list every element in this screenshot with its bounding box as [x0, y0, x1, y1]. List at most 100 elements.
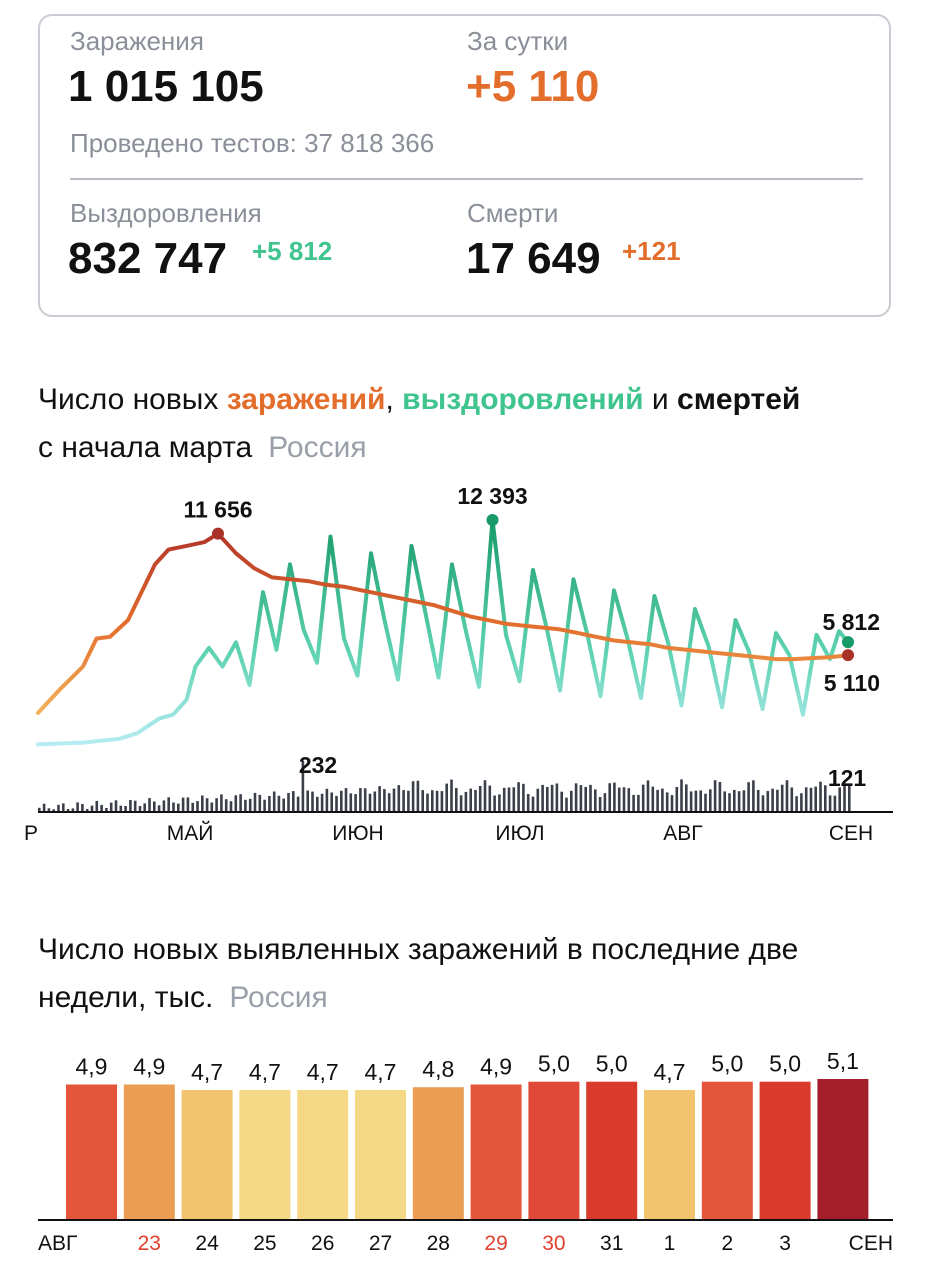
deaths-bar — [699, 790, 702, 811]
deaths-bar — [742, 790, 746, 811]
bar-value-label: 4,9 — [133, 1054, 165, 1080]
deaths-bar — [531, 796, 535, 811]
deaths-bar — [689, 791, 693, 811]
bar-value-label: 4,7 — [654, 1059, 686, 1085]
deaths-delta: +121 — [622, 236, 681, 266]
deaths-bar — [800, 793, 803, 811]
deaths-bar — [109, 802, 113, 811]
bar — [586, 1081, 638, 1219]
deaths-bar — [747, 782, 750, 811]
title-line2: с начала марта — [38, 431, 253, 464]
title-deaths: смертей — [677, 383, 801, 416]
deaths-bar — [522, 783, 525, 811]
title-prefix: Число новых — [38, 383, 227, 416]
deaths-bar — [90, 805, 94, 811]
deaths-bar — [646, 780, 650, 811]
deaths-bar — [550, 784, 554, 811]
x-tick-label: Р — [24, 822, 38, 845]
title-and: и — [643, 383, 678, 416]
deaths-bar — [507, 787, 511, 811]
deaths-bar — [565, 797, 568, 811]
bar-value-label: 4,8 — [422, 1056, 454, 1082]
deaths-bar — [670, 795, 674, 811]
deaths-bar — [574, 783, 578, 811]
deaths-bar — [258, 794, 262, 811]
deaths-bar — [416, 780, 420, 811]
deaths-bar — [124, 806, 127, 811]
bar-x-label: 31 — [600, 1232, 623, 1255]
line-chart: Р МАЙ ИЮН ИЮЛ АВГ СЕН 11 656 12 393 5 812 5 110 2… — [24, 483, 893, 845]
deaths-bar — [752, 780, 755, 811]
tests-label: Проведено тестов: 37 818 366 — [70, 128, 435, 158]
deaths-bar — [526, 794, 530, 811]
deaths-bar — [848, 784, 851, 811]
recoveries-line — [36, 518, 850, 747]
deaths-bar — [627, 788, 631, 811]
deaths-bar — [435, 790, 439, 811]
deaths-bar — [407, 790, 410, 811]
recoveries-last-label: 5 812 — [822, 609, 880, 635]
deaths-bar — [483, 780, 487, 811]
deaths-bar — [191, 802, 194, 811]
deaths-bar — [282, 798, 285, 811]
deaths-bar — [694, 790, 698, 811]
title-recoveries: выздоровлений — [402, 383, 644, 416]
deaths-bar — [296, 796, 300, 811]
deaths-bar — [833, 795, 837, 811]
deaths-bar — [478, 786, 482, 811]
deaths-bar — [340, 790, 343, 811]
deaths-bar — [100, 804, 103, 811]
bar-x-label: 3 — [779, 1232, 791, 1255]
deaths-bar — [555, 783, 559, 811]
deaths-bar — [709, 789, 712, 811]
x-tick-label: АВГ — [663, 822, 702, 845]
deaths-bar — [828, 795, 832, 811]
deaths-bar — [153, 801, 156, 811]
deaths-bar — [196, 801, 199, 811]
bar — [701, 1081, 753, 1219]
deaths-bar — [201, 795, 204, 811]
infections-peak-marker — [212, 527, 224, 540]
deaths-bar — [838, 787, 841, 811]
deaths-bar — [680, 779, 683, 811]
deaths-bar — [105, 808, 108, 811]
recoveries-total: 832 747 — [68, 234, 228, 283]
deaths-bar — [244, 799, 247, 811]
infections-total: 1 015 105 — [68, 62, 264, 111]
deaths-total: 17 649 — [466, 234, 601, 283]
bar-x-label: СЕН — [849, 1232, 893, 1255]
deaths-bar — [368, 793, 372, 811]
deaths-bar — [809, 787, 813, 811]
bar-x-label: 30 — [542, 1232, 565, 1255]
deaths-bar — [220, 794, 223, 811]
deaths-bar — [469, 788, 472, 811]
deaths-bar — [761, 795, 765, 811]
bar-x-label: 24 — [195, 1232, 219, 1255]
deaths-bar — [613, 782, 616, 811]
deaths-bar — [459, 795, 463, 811]
deaths-bar — [181, 797, 185, 811]
title-comma: , — [385, 383, 394, 416]
line-chart-subtitle: с начала марта Россия — [38, 424, 367, 472]
deaths-bar — [402, 790, 405, 811]
deaths-bar — [589, 784, 592, 811]
deaths-bar — [392, 788, 396, 811]
bar — [239, 1090, 291, 1219]
deaths-bar — [234, 795, 238, 811]
bar-region-label: Россия — [229, 981, 328, 1014]
deaths-bar — [224, 799, 228, 811]
deaths-peak-label: 232 — [299, 752, 337, 778]
deaths-label: Смерти — [467, 198, 559, 228]
infections-last-label: 5 110 — [824, 670, 880, 696]
bar — [412, 1087, 464, 1219]
infections-label: Заражения — [70, 26, 204, 56]
deaths-bar — [843, 785, 846, 811]
recoveries-last-marker — [842, 636, 854, 649]
deaths-bar — [306, 790, 309, 811]
deaths-bar — [771, 788, 774, 811]
deaths-bar — [143, 803, 146, 811]
deaths-bar — [603, 793, 607, 811]
deaths-bar — [560, 791, 563, 811]
deaths-bar — [248, 798, 252, 811]
deaths-bar — [766, 791, 770, 811]
